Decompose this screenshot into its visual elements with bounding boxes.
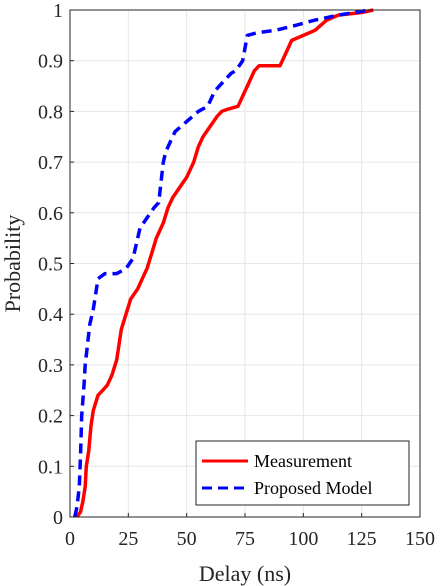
legend-label-measurement: Measurement xyxy=(254,451,352,471)
y-tick-label: 0.2 xyxy=(38,406,63,428)
x-tick-label: 150 xyxy=(405,528,435,550)
series-line-proposed-model xyxy=(72,8,370,518)
x-tick-label: 50 xyxy=(177,528,197,550)
tick-layer: 0 25 50 75 100 125 150 0 0.1 0.2 0.3 0.4 0.5 0.6 0.7 0.… xyxy=(38,0,435,550)
x-tick-label: 75 xyxy=(235,528,255,550)
series-layer xyxy=(72,8,374,518)
y-tick-label: 0.9 xyxy=(38,51,63,73)
y-axis-label: Probability xyxy=(0,215,25,313)
series-line-measurement xyxy=(75,8,374,518)
legend: Measurement Proposed Model xyxy=(195,440,410,506)
y-tick-label: 0 xyxy=(53,507,63,529)
x-axis-label: Delay (ns) xyxy=(199,561,291,586)
y-tick-label: 0.3 xyxy=(38,355,63,377)
x-tick-label: 100 xyxy=(288,528,318,550)
y-tick-label: 0.6 xyxy=(38,203,63,225)
x-tick-label: 125 xyxy=(347,528,377,550)
x-tick-label: 25 xyxy=(118,528,138,550)
y-tick-label: 0.1 xyxy=(38,456,63,478)
x-tick-label: 0 xyxy=(65,528,75,550)
y-tick-label: 0.7 xyxy=(38,152,63,174)
y-tick-label: 0.4 xyxy=(38,304,63,326)
y-tick-label: 0.5 xyxy=(38,254,63,276)
y-tick-label: 0.8 xyxy=(38,101,63,123)
legend-label-proposed-model: Proposed Model xyxy=(254,478,373,498)
y-tick-label: 1 xyxy=(53,0,63,22)
legend-box xyxy=(195,440,410,506)
